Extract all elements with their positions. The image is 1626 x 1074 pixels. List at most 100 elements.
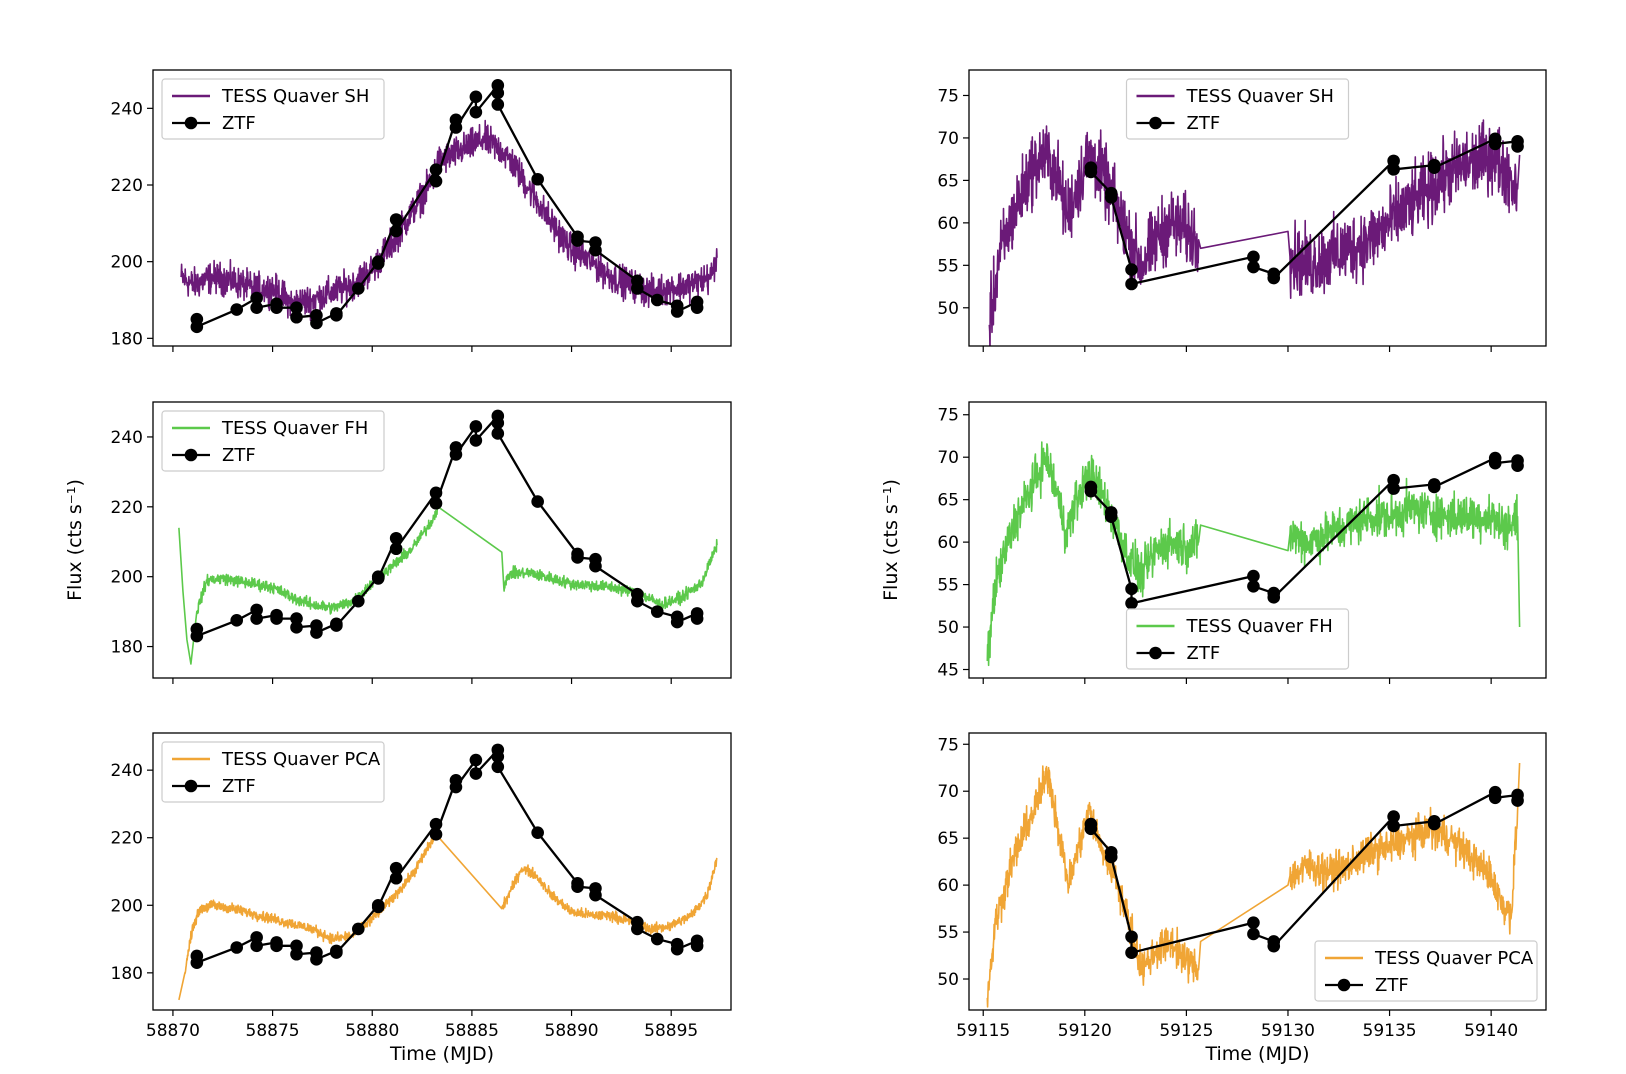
panel-pca_2020: 50 55 60 65 70 75 59115 59120 59125 59130 59135 591… (937, 732, 1547, 1065)
ztf-series-line (1089, 790, 1519, 955)
ztf-point (1247, 260, 1260, 274)
y-tick-label: 75 (937, 735, 959, 755)
ztf-point (1387, 482, 1400, 495)
legend-tess-label: TESS Quaver FH (221, 418, 368, 439)
legend-ztf-label: ZTF (222, 113, 256, 134)
y-tick-label: 60 (937, 214, 959, 234)
ztf-point (589, 888, 602, 902)
ztf-point (290, 612, 303, 625)
axes-frame (968, 732, 1547, 1011)
panel-fh_2020: 45 50 55 60 65 70 75 Flux (cts s⁻¹) TESS Quaver … (880, 401, 1547, 684)
x-tick-label: 59115 (956, 1021, 1010, 1041)
y-tick-label: 65 (937, 491, 959, 511)
y-tick-label: 55 (937, 923, 959, 943)
legend-ztf-marker (1337, 978, 1351, 992)
y-tick-label: 240 (111, 761, 143, 781)
y-tick-label: 50 (937, 618, 959, 638)
y-tick-label: 70 (937, 129, 959, 149)
y-tick-label: 60 (937, 533, 959, 553)
ztf-point (1387, 810, 1400, 823)
ztf-point (449, 448, 463, 461)
ztf-point (531, 826, 544, 839)
ztf-point (469, 105, 483, 119)
legend: TESS Quaver SH ZTF (1125, 78, 1350, 140)
legend-tess-label: TESS Quaver SH (1186, 86, 1334, 107)
ztf-point (1387, 819, 1400, 833)
y-tick-label: 50 (937, 970, 959, 990)
ztf-point (631, 282, 644, 295)
ztf-point (371, 257, 385, 270)
ztf-point (571, 234, 584, 247)
ztf-point (1247, 927, 1260, 941)
y-tick-label: 65 (937, 829, 959, 849)
y-tick-label: 65 (937, 171, 959, 191)
legend-box (161, 410, 385, 472)
ztf-point (310, 626, 323, 639)
ztf-point (190, 629, 204, 643)
ztf-point (389, 531, 403, 545)
ztf-point (571, 880, 584, 894)
y-tick-label: 45 (937, 661, 959, 681)
ztf-point (351, 282, 365, 295)
ztf-point (250, 603, 263, 617)
x-tick-label: 58870 (146, 1021, 200, 1041)
ztf-point (449, 780, 463, 794)
legend: TESS Quaver PCA ZTF (1314, 940, 1538, 1002)
axes-frame (152, 69, 732, 347)
ztf-point (469, 767, 483, 780)
x-tick-label: 59125 (1159, 1021, 1213, 1041)
ztf-point (429, 486, 443, 500)
y-tick-label: 55 (937, 576, 959, 596)
ztf-point (351, 922, 365, 936)
y-tick-label: 70 (937, 782, 959, 802)
ztf-point (1267, 939, 1281, 953)
ztf-point (469, 753, 483, 767)
ztf-point (1511, 459, 1524, 472)
y-tick-label: 75 (937, 406, 959, 426)
ztf-point (589, 243, 602, 257)
y-tick-label: 220 (111, 829, 143, 849)
ztf-point (1267, 591, 1281, 604)
ztf-point (631, 594, 644, 608)
axes-frame (152, 401, 732, 679)
ztf-point (330, 619, 343, 632)
ztf-point (389, 224, 403, 238)
ztf-point (389, 871, 403, 885)
ztf-point (290, 947, 303, 961)
ztf-point (389, 542, 403, 556)
ztf-point (290, 301, 303, 314)
ztf-point (571, 551, 584, 564)
ztf-point (1247, 569, 1260, 583)
ztf-point (670, 305, 684, 318)
x-axis-label: Time (MJD) (389, 1043, 494, 1065)
legend-ztf-label: ZTF (1187, 113, 1221, 134)
ztf-point (1084, 165, 1098, 179)
y-tick-label: 180 (111, 964, 143, 984)
y-tick-label: 180 (111, 638, 143, 658)
axes-frame (152, 732, 732, 1011)
ztf-point (690, 301, 704, 314)
ztf-point (1125, 596, 1138, 610)
ztf-point (491, 98, 505, 111)
ztf-point (190, 320, 204, 334)
ztf-point (330, 309, 343, 322)
legend-box (1125, 78, 1350, 140)
y-tick-label: 60 (937, 876, 959, 896)
ztf-point (491, 760, 505, 774)
ztf-point (469, 420, 483, 433)
legend-tess-label: TESS Quaver FH (1186, 616, 1333, 637)
ztf-point (1488, 137, 1502, 151)
ztf-point (1084, 484, 1098, 498)
y-tick-label: 240 (111, 428, 143, 448)
ztf-point (310, 953, 323, 966)
ztf-point (690, 939, 704, 953)
ztf-point (230, 614, 244, 627)
ztf-point (1247, 916, 1260, 929)
x-tick-label: 59135 (1363, 1021, 1417, 1041)
ztf-point (250, 291, 263, 305)
ztf-point (469, 90, 483, 104)
ztf-point (469, 434, 483, 447)
legend-tess-label: TESS Quaver PCA (1374, 948, 1534, 969)
ztf-point (250, 939, 263, 953)
